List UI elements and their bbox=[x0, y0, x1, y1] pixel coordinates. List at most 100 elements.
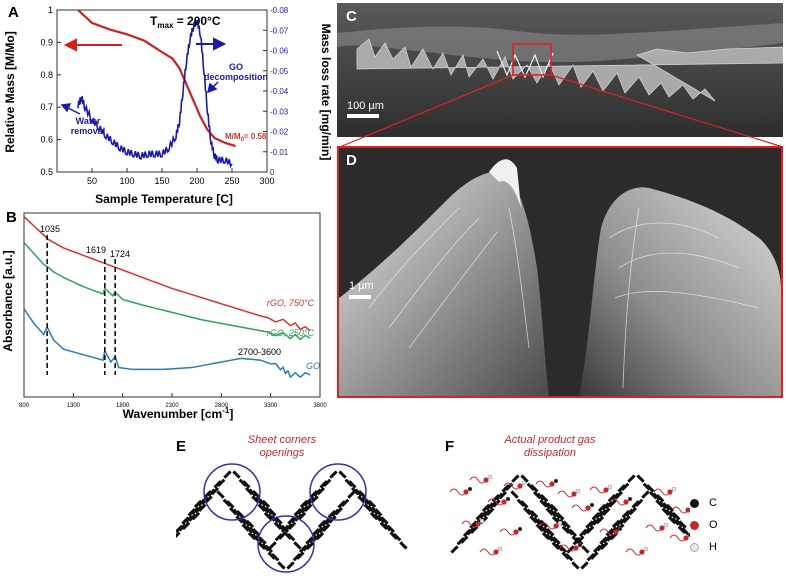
corner-circle-center bbox=[257, 515, 315, 573]
gas-trail bbox=[503, 482, 521, 490]
sheet-segment bbox=[322, 478, 332, 488]
sheet-segment bbox=[599, 536, 608, 545]
sheet-segment bbox=[576, 535, 585, 544]
sheet-segment bbox=[278, 531, 287, 540]
sheet-segment bbox=[268, 541, 277, 550]
sheet-segment bbox=[561, 525, 571, 535]
e-title: Sheet corners openings bbox=[222, 434, 342, 460]
sheet-segment bbox=[198, 503, 207, 512]
gas-atom bbox=[671, 486, 677, 492]
sheet-segment bbox=[176, 531, 181, 539]
sheet-segment bbox=[223, 470, 232, 479]
scale-bar-c: 100 µm bbox=[347, 100, 384, 112]
oxygen-atom bbox=[603, 487, 609, 493]
tga-x-tick-label: 150 bbox=[154, 176, 169, 186]
gas-trail bbox=[625, 548, 643, 556]
sem-image-d: 1 µm bbox=[337, 146, 783, 398]
tga-y-left-tick-label: 0.5 bbox=[40, 167, 53, 177]
gas-atom bbox=[687, 532, 690, 538]
gas-atom bbox=[487, 474, 493, 480]
sheet-segment bbox=[592, 544, 602, 554]
tga-y-right-tick-label: -0.03 bbox=[270, 107, 289, 116]
peak-label-1619: 1619 bbox=[86, 245, 106, 255]
gas-trail bbox=[469, 476, 487, 484]
sheet-segment bbox=[552, 536, 561, 545]
panel-label-a: A bbox=[8, 4, 19, 21]
panel-label-d: D bbox=[346, 152, 357, 169]
sheet-segment bbox=[258, 536, 267, 545]
sheet-segment bbox=[216, 478, 226, 488]
legend-label-c: C bbox=[709, 497, 717, 509]
ftir-chart: 800 1300 1800 2300 2800 3300 3800 Absorbance [… bbox=[1, 212, 327, 421]
sheet-segment bbox=[245, 519, 255, 529]
gas-atom bbox=[589, 502, 595, 508]
ftir-x-tick-label: 800 bbox=[19, 403, 30, 409]
sem-image-c: 100 µm bbox=[337, 3, 783, 137]
sheet-segment bbox=[298, 544, 308, 554]
sheet-segment bbox=[636, 474, 645, 483]
scale-bar-d: 1 µm bbox=[349, 280, 374, 292]
oxygen-atom bbox=[475, 521, 481, 527]
sheet-segment bbox=[510, 490, 519, 499]
mm0-annotation: M/M0= 0.58 bbox=[225, 132, 267, 143]
gas-trail bbox=[599, 528, 617, 536]
panel-label-f: F bbox=[445, 438, 455, 455]
oxygen-atom bbox=[683, 535, 689, 541]
sheet-segment bbox=[292, 552, 302, 562]
gas-trail bbox=[571, 504, 589, 512]
sheet-segment bbox=[661, 507, 670, 516]
sheet-segment bbox=[641, 490, 650, 499]
sheet-segment bbox=[546, 528, 555, 537]
ftir-x-tick-label: 2300 bbox=[165, 403, 179, 409]
sheet-segment bbox=[204, 495, 213, 504]
gas-trail bbox=[609, 498, 627, 506]
gas-atom bbox=[517, 526, 523, 532]
ftir-x-tick-label: 3300 bbox=[264, 403, 278, 409]
tga-y-right-tick-label: -0.01 bbox=[270, 148, 289, 157]
gas-atom bbox=[553, 478, 559, 484]
gas-trail bbox=[589, 486, 607, 494]
sheet-segment bbox=[621, 509, 631, 519]
gas-trail bbox=[669, 534, 687, 542]
sheet-segment bbox=[602, 507, 611, 516]
sheet-segment bbox=[642, 482, 652, 492]
sheet-segment bbox=[297, 511, 307, 521]
sheet-segment bbox=[257, 503, 266, 512]
schematic-f bbox=[449, 474, 690, 570]
tga-y-right-tick-label: -0.08 bbox=[270, 6, 289, 15]
gas-trail bbox=[449, 488, 467, 496]
sheet-segment bbox=[235, 509, 245, 519]
gas-trail bbox=[539, 522, 557, 530]
sheet-segment bbox=[564, 552, 574, 562]
sheet-segment bbox=[305, 536, 314, 545]
tga-y-left-tick-label: 1 bbox=[48, 5, 53, 15]
gas-atom bbox=[505, 496, 511, 502]
tga-x-tick-label: 50 bbox=[87, 176, 97, 186]
tga-y-right-tick-label: -0.02 bbox=[270, 128, 289, 137]
gas-trail bbox=[645, 524, 663, 532]
gas-atom bbox=[575, 488, 581, 494]
legend-item-c: C bbox=[690, 492, 750, 514]
sheet-segment bbox=[620, 482, 630, 492]
sheet-segment bbox=[317, 519, 327, 529]
tga-x-tick-label: 100 bbox=[119, 176, 134, 186]
sheet-segment bbox=[226, 500, 235, 509]
atom-legend: C O H bbox=[690, 492, 750, 558]
gas-atom bbox=[497, 546, 503, 552]
sheet-segment bbox=[344, 478, 354, 488]
tga-x-label: Sample Temperature [C] bbox=[95, 192, 233, 206]
ftir-y-label: Absorbance [a.u.] bbox=[1, 250, 15, 351]
sheet-segment bbox=[469, 525, 479, 535]
legend-label-o: O bbox=[709, 519, 718, 531]
oxygen-dot-icon bbox=[690, 520, 699, 530]
sheet-segment bbox=[286, 561, 295, 570]
gas-trail bbox=[461, 520, 479, 528]
tga-series-mass-loss-rate bbox=[77, 19, 233, 169]
ftir-x-label: Wavenumber [cm-1] bbox=[123, 406, 234, 421]
sheet-segment bbox=[327, 509, 337, 519]
sheet-segment bbox=[526, 482, 536, 492]
gas-trail bbox=[535, 480, 553, 488]
ftir-series-2 bbox=[23, 308, 311, 379]
gas-atom bbox=[521, 480, 527, 486]
sheet-segment bbox=[667, 515, 677, 525]
